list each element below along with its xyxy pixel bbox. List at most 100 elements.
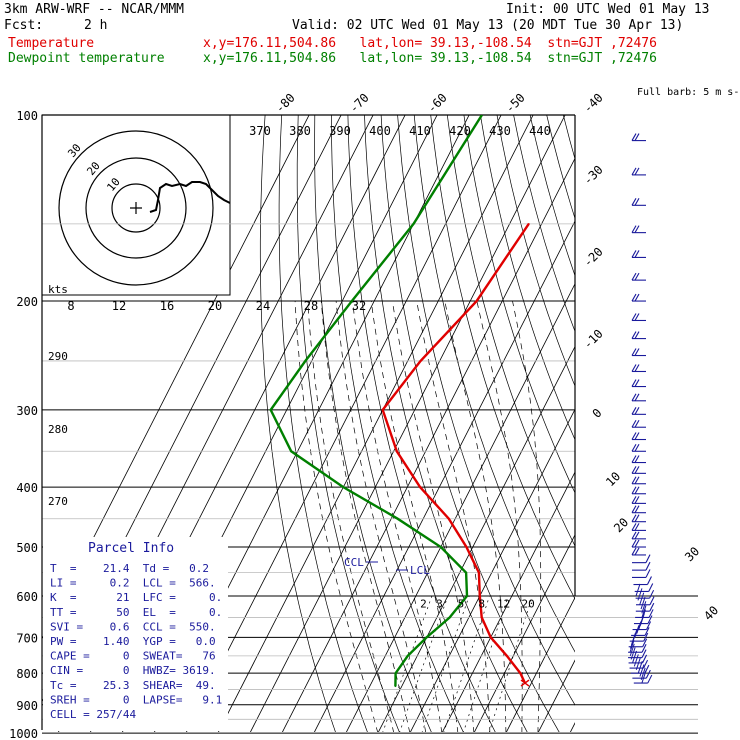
hodo-speed-label: 16 bbox=[160, 299, 174, 313]
parcel-info-row: K = 21 LFC = 0. bbox=[50, 591, 222, 604]
wind-barb bbox=[631, 198, 646, 206]
wind-barb-flag bbox=[631, 531, 637, 540]
temperature-point bbox=[396, 450, 398, 453]
wind-barb bbox=[631, 331, 646, 340]
ccl-label: CCL bbox=[344, 556, 364, 569]
temperature-point bbox=[475, 300, 478, 302]
wind-barb-flag bbox=[631, 313, 637, 321]
wind-barb-flag bbox=[648, 583, 654, 592]
wind-barb bbox=[631, 419, 646, 428]
mixing-ratio-label: 2 bbox=[420, 597, 427, 610]
wind-barb-flag bbox=[631, 547, 637, 556]
mixing-ratio-label: 20 bbox=[522, 597, 535, 610]
wind-barb-flag bbox=[634, 531, 640, 540]
pressure-tick-label: 1000 bbox=[9, 727, 38, 740]
dewpoint-point bbox=[351, 300, 353, 302]
wind-barb-flag bbox=[631, 505, 637, 513]
parcel-info-row: TT = 50 EL = 0. bbox=[50, 606, 222, 619]
wind-barb-low bbox=[640, 667, 646, 680]
moist-adiabat bbox=[392, 301, 475, 732]
dry-adiabat bbox=[562, 115, 575, 161]
dewpoint-point bbox=[342, 486, 345, 488]
wind-barb bbox=[631, 250, 646, 258]
temperature-point bbox=[419, 486, 421, 488]
wind-barb-flag bbox=[631, 393, 637, 402]
wind-barb bbox=[631, 167, 646, 176]
wind-barb-flag bbox=[634, 313, 640, 321]
wind-barb-flag bbox=[631, 225, 637, 233]
wind-barb-flag bbox=[634, 547, 640, 556]
isotherm-line bbox=[345, 282, 575, 732]
theta-label: 290 bbox=[48, 350, 68, 363]
wind-barb-flag bbox=[643, 659, 649, 669]
wind-barb-flag bbox=[631, 539, 637, 548]
dewpoint-point bbox=[304, 360, 307, 362]
wind-barb bbox=[631, 393, 646, 402]
hodograph-ring-30 bbox=[58, 130, 214, 286]
dewpoint-point bbox=[466, 595, 468, 597]
hodo-speed-label: 12 bbox=[112, 299, 126, 313]
init-time: Init: 00 UTC Wed 01 May 13 bbox=[506, 2, 710, 17]
wind-barb-flag bbox=[631, 514, 637, 522]
theta-e-label: 400 bbox=[369, 124, 391, 138]
wind-barb-flag bbox=[634, 407, 640, 415]
wind-barb-flag bbox=[634, 455, 640, 463]
wind-barb-flag bbox=[634, 514, 640, 522]
wind-barb-low bbox=[637, 588, 643, 601]
pressure-tick-label: 600 bbox=[16, 590, 38, 604]
dry-adiabat bbox=[380, 115, 560, 732]
isotherm-label-top: -50 bbox=[503, 91, 528, 116]
wind-barb-low bbox=[629, 643, 635, 657]
wind-barb-flag bbox=[641, 649, 647, 658]
isotherm-line bbox=[217, 115, 534, 732]
wind-barb bbox=[628, 649, 647, 659]
wind-barb-flag bbox=[631, 486, 637, 495]
mixing-ratio-label: 8 bbox=[478, 597, 485, 610]
wind-barb-flag bbox=[645, 569, 651, 578]
dry-adiabat bbox=[331, 115, 464, 732]
wind-barb-flag bbox=[641, 644, 647, 653]
wind-barb-flag bbox=[634, 466, 640, 474]
dry-adiabat bbox=[430, 115, 575, 600]
wind-barbs bbox=[628, 133, 655, 684]
dewpoint-point bbox=[269, 409, 272, 411]
wind-barb-flag bbox=[631, 466, 637, 474]
dewpoint-line bbox=[269, 115, 483, 687]
mixing-ratio-label: 3 bbox=[436, 597, 443, 610]
mixing-ratio-line bbox=[382, 595, 433, 732]
hodo-speed-label: 28 bbox=[304, 299, 318, 313]
isotherm-label-top: -40 bbox=[581, 91, 606, 116]
isotherm-line bbox=[185, 115, 502, 732]
wind-barb-flag bbox=[631, 419, 637, 428]
hodo-speed-label: 24 bbox=[256, 299, 270, 313]
wind-barb bbox=[631, 348, 646, 357]
wind-barb bbox=[631, 505, 646, 514]
wind-barb-flag bbox=[647, 674, 653, 684]
wind-barb-flag bbox=[634, 167, 640, 176]
wind-barb bbox=[631, 364, 646, 373]
temperature-point bbox=[479, 595, 481, 597]
wind-barb bbox=[631, 444, 646, 452]
hodo-speed-label: 8 bbox=[67, 299, 74, 313]
wind-barb-flag bbox=[631, 407, 637, 415]
dewpoint-point bbox=[425, 636, 428, 639]
wind-barb-flag bbox=[643, 632, 649, 642]
dewpoint-point bbox=[396, 517, 399, 520]
theta-label: 280 bbox=[48, 423, 68, 436]
wind-barb-flag bbox=[631, 476, 637, 485]
dewpoint-point bbox=[440, 546, 442, 548]
hodo-speed-label: 32 bbox=[352, 299, 366, 313]
wind-barb bbox=[631, 133, 646, 142]
moist-adiabat bbox=[352, 301, 443, 732]
hodograph-units: kts bbox=[48, 283, 68, 296]
wind-barb bbox=[631, 514, 646, 523]
mixing-ratio-line bbox=[399, 595, 449, 732]
wind-barb bbox=[633, 674, 653, 684]
pressure-tick-label: 800 bbox=[16, 667, 38, 681]
wind-barb bbox=[631, 547, 646, 556]
dry-adiabat bbox=[546, 115, 575, 220]
dry-adiabat bbox=[446, 115, 575, 547]
isotherm-label-right: 30 bbox=[682, 544, 702, 564]
wind-barb bbox=[633, 576, 652, 586]
dewpoint-point bbox=[481, 115, 483, 116]
